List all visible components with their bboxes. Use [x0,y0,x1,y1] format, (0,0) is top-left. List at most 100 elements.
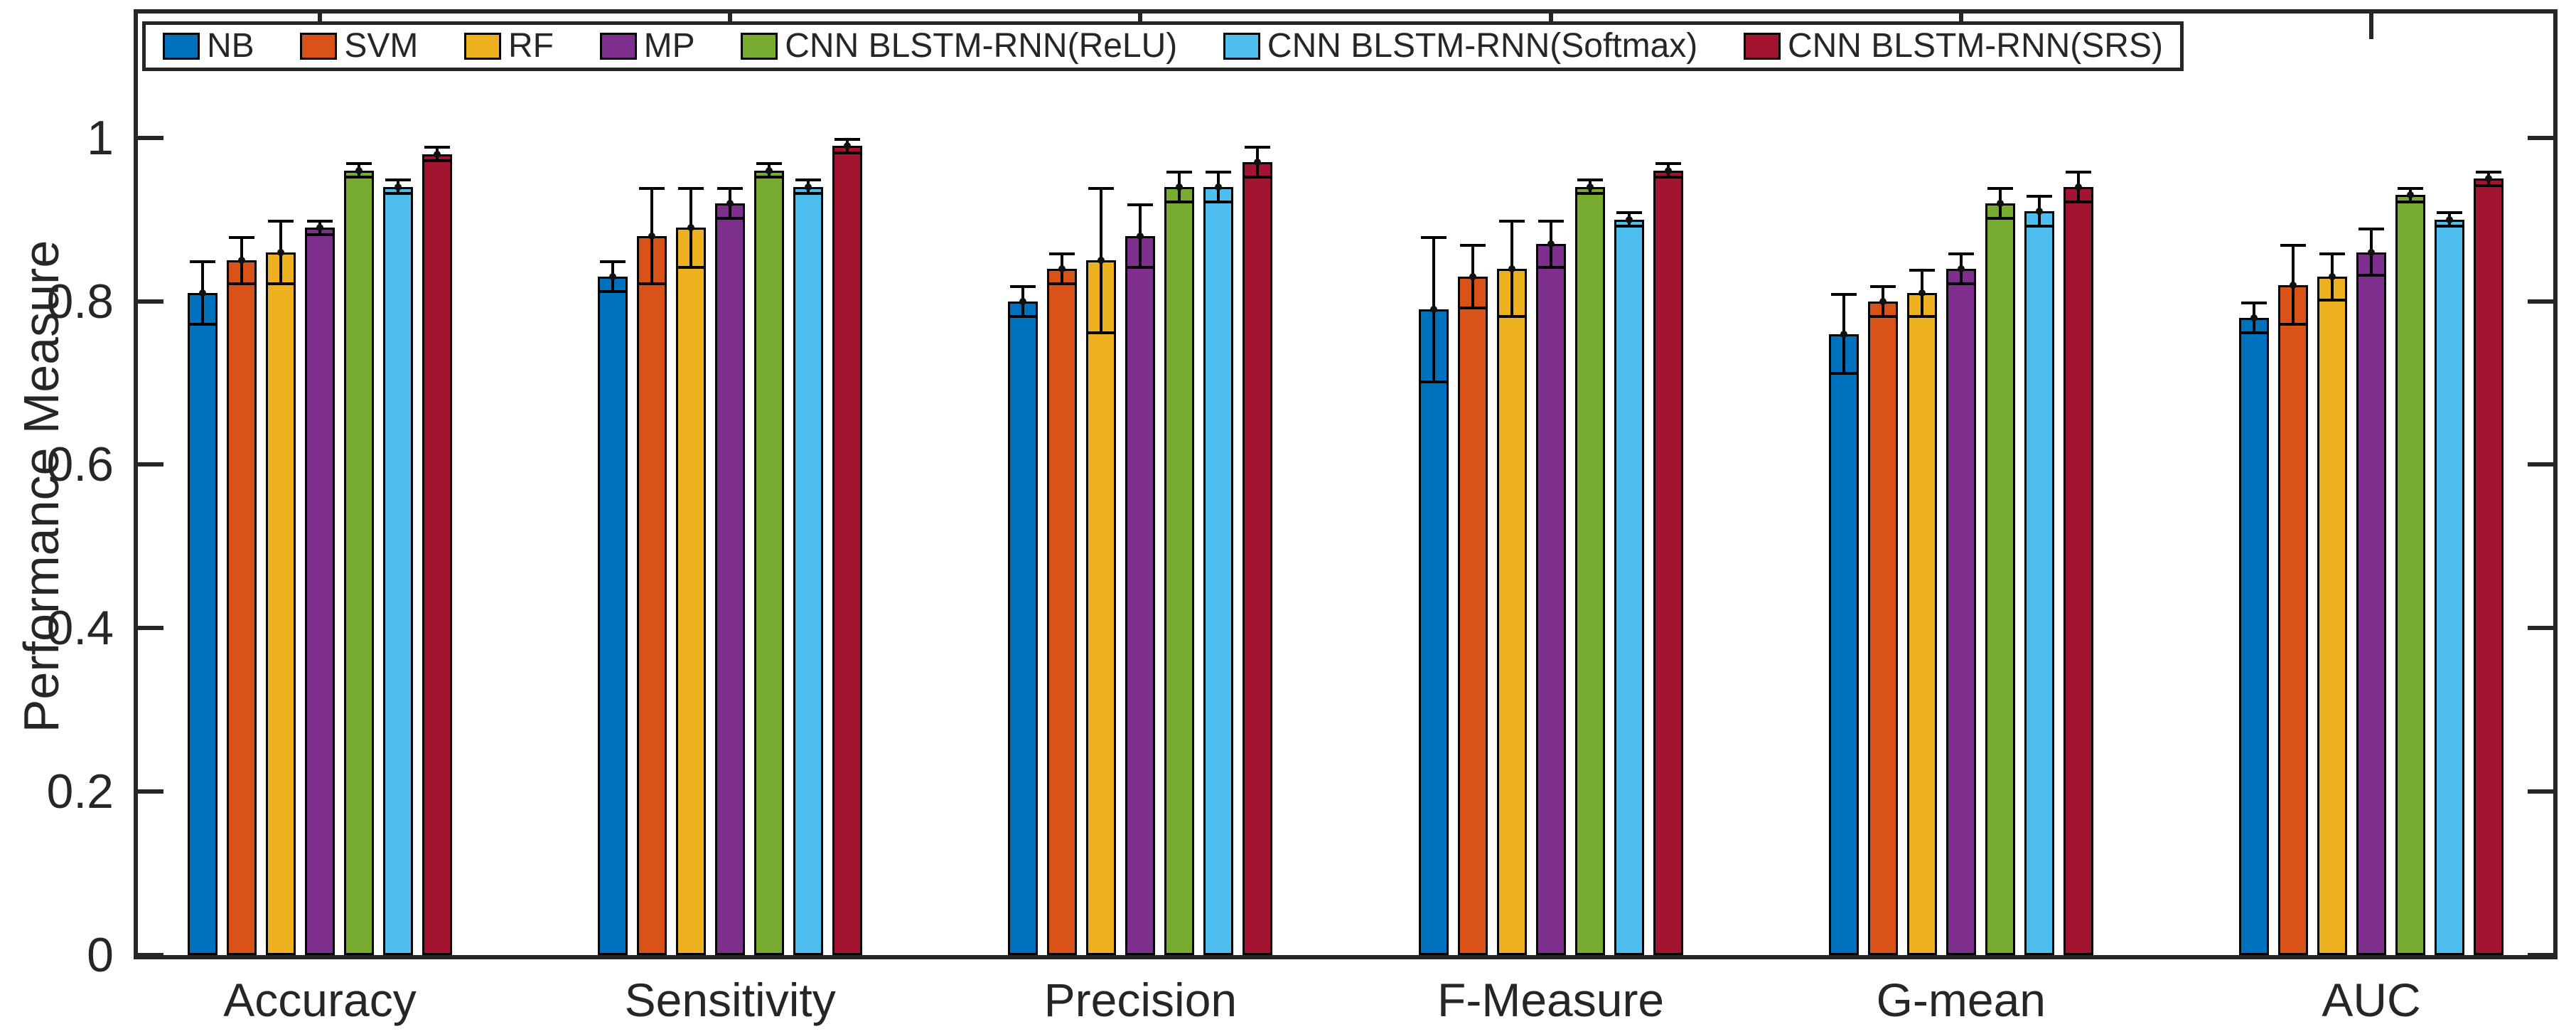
error-bar-marker [1058,265,1066,272]
bar-rect [2238,317,2269,955]
error-bar-cap-bottom [1166,200,1193,203]
bar-cnn-blstm-rnn-relu- [1985,14,2015,955]
error-bar-cap-top [1498,219,1525,223]
error-bar-cap-top [2358,228,2384,231]
bar-rect [754,170,785,955]
error-bar-cap-bottom [1655,176,1681,179]
bar-rect [1203,186,1234,955]
error-bar-cap-bottom [268,282,294,285]
error-bar-cap-bottom [1459,307,1486,310]
bar-mp [1125,14,1156,955]
y-tick-left [138,953,163,957]
bar-rect [832,146,863,955]
error-bar-cap-top [756,162,783,166]
legend-item: SVM [300,29,418,63]
error-bar-marker [1019,297,1027,305]
error-bar-cap-top [2280,244,2306,247]
error-bar-marker [1879,297,1887,305]
y-tick-left [138,462,163,467]
y-tick-label: 1 [87,110,114,165]
y-tick-left [138,299,163,304]
error-bar-cap-bottom [190,323,215,326]
bar-rect [2024,211,2054,955]
bar-rect [1164,186,1195,955]
error-bar-cap-top [2026,195,2052,198]
error-bar-cap-top [2240,301,2267,304]
error-bar-cap-bottom [1909,314,1935,318]
y-tick-right [2528,789,2553,794]
bar-rect [1574,186,1605,955]
error-bar-cap-top [1166,170,1193,174]
error-bar-marker [1137,232,1144,240]
bar-nb [1828,14,1859,955]
bar-mp [2356,14,2386,955]
error-bar-cap-bottom [2240,331,2267,334]
legend-label: MP [643,27,695,65]
bar-cnn-blstm-rnn-relu- [344,14,374,955]
bar-nb [188,14,218,955]
legend-swatch-icon [1743,33,1781,60]
error-bar-marker [1429,306,1437,314]
error-bar-cap-top [190,260,215,264]
bar-rect [1008,301,1039,955]
error-bar-cap-bottom [1869,314,1896,318]
error-bar-cap-bottom [2436,225,2462,228]
error-bar-cap-top [2065,170,2091,174]
bar-rect [1047,268,1078,955]
error-bar-cap-bottom [2280,323,2306,326]
bar-rf [1496,14,1527,955]
bar-rect [637,235,667,955]
error-bar-cap-bottom [2026,225,2052,228]
error-bar-cap-bottom [1420,380,1447,383]
error-bar-marker [355,166,363,174]
error-bar-cap-top [1127,203,1154,206]
error-bar-cap-top [307,219,333,223]
legend-item: NB [163,29,254,63]
bar-rect [1535,244,1566,955]
plot-area [134,9,2558,959]
error-bar-marker [1547,240,1555,248]
x-category-label: Precision [1043,974,1238,1026]
bar-rect [1496,268,1527,955]
y-tick-right [2528,135,2553,140]
error-bar-cap-bottom [834,151,861,154]
bar-group [1828,14,2093,955]
bar-rf [2317,14,2347,955]
error-bar-cap-bottom [229,282,254,285]
bar-rect [2473,178,2503,955]
bar-svm [1457,14,1488,955]
error-bar-marker [2445,215,2453,223]
error-bar-marker [2289,281,2297,289]
bar-rect [1243,162,1273,955]
y-tick-left [138,135,163,140]
error-bar-marker [1098,257,1105,265]
error-bar-cap-bottom [795,192,822,196]
bar-nb [1008,14,1039,955]
error-bar-cap-bottom [1010,314,1036,318]
bar-cnn-blstm-rnn-srs- [2473,14,2503,955]
error-bar-marker [1254,159,1262,166]
error-bar-cap-bottom [1616,225,1642,228]
error-bar-cap-top [717,186,744,190]
y-tick-label: 0.2 [46,764,114,819]
bar-group [188,14,452,955]
error-bar-cap-bottom [2397,200,2423,203]
error-bar-marker [1996,199,2004,207]
error-bar-marker [199,289,206,297]
legend-swatch-icon [300,33,338,60]
bar-rect [344,170,374,955]
y-tick-right [2528,299,2553,304]
error-bar-marker [1840,330,1847,338]
bar-rect [1828,334,1859,955]
bar-nb [2238,14,2269,955]
error-bar-cap-top [1987,186,2013,190]
error-bar-cap-top [1537,219,1564,223]
bar-cnn-blstm-rnn-srs- [422,14,452,955]
error-bar-cap-top [1830,293,1857,297]
bar-rect [1614,219,1644,955]
y-tick-left [138,626,163,631]
x-category-label: G-mean [1876,974,2046,1026]
error-bar-cap-top [2475,170,2501,174]
error-bar-cap-top [1420,235,1447,239]
